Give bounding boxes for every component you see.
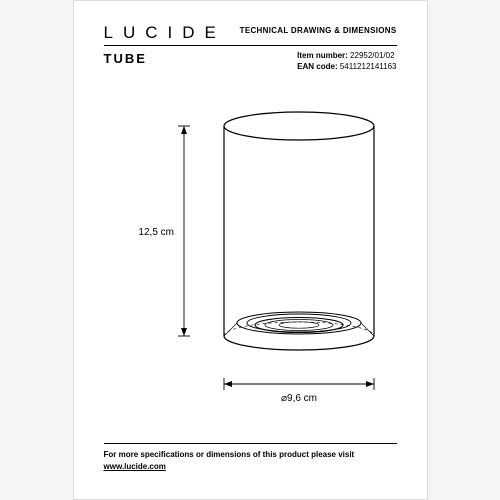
footer-url: www.lucide.com	[104, 462, 166, 471]
ean-value: 5411212141163	[340, 62, 397, 71]
reflector-edge-l	[224, 323, 237, 336]
cylinder-bottom-front	[224, 336, 374, 350]
dim-width-arrow-l	[224, 381, 232, 387]
reflector-edge-r	[361, 323, 374, 336]
item-number-value: 22952/01/02	[350, 51, 395, 60]
inner-ring-5	[279, 322, 319, 328]
tagline: TECHNICAL DRAWING & DIMENSIONS	[240, 26, 397, 35]
dim-height-label: 12,5 cm	[138, 227, 174, 238]
ean-label: EAN code:	[297, 62, 337, 71]
dim-height-arrow-top	[181, 126, 187, 134]
product-name: TUBE	[104, 51, 147, 66]
technical-drawing: 12,5 cm ⌀9,6 cm	[104, 86, 397, 429]
ean-row: EAN code: 5411212141163	[297, 62, 396, 73]
drawing-svg: 12,5 cm ⌀9,6 cm	[104, 86, 399, 431]
inner-ring-4	[265, 320, 333, 331]
cylinder-top-ellipse	[224, 112, 374, 140]
header: LUCIDE TECHNICAL DRAWING & DIMENSIONS	[104, 23, 397, 43]
meta-block: Item number: 22952/01/02 EAN code: 54112…	[297, 51, 396, 73]
spec-sheet: LUCIDE TECHNICAL DRAWING & DIMENSIONS TU…	[73, 0, 428, 500]
divider-top	[104, 45, 397, 46]
dim-width-label: ⌀9,6 cm	[280, 393, 316, 404]
divider-bottom	[104, 443, 397, 444]
dim-height-arrow-bot	[181, 328, 187, 336]
item-number-row: Item number: 22952/01/02	[297, 51, 396, 62]
dim-width-arrow-r	[366, 381, 374, 387]
footer-text: For more specifications or dimensions of…	[104, 450, 355, 459]
item-number-label: Item number:	[297, 51, 348, 60]
